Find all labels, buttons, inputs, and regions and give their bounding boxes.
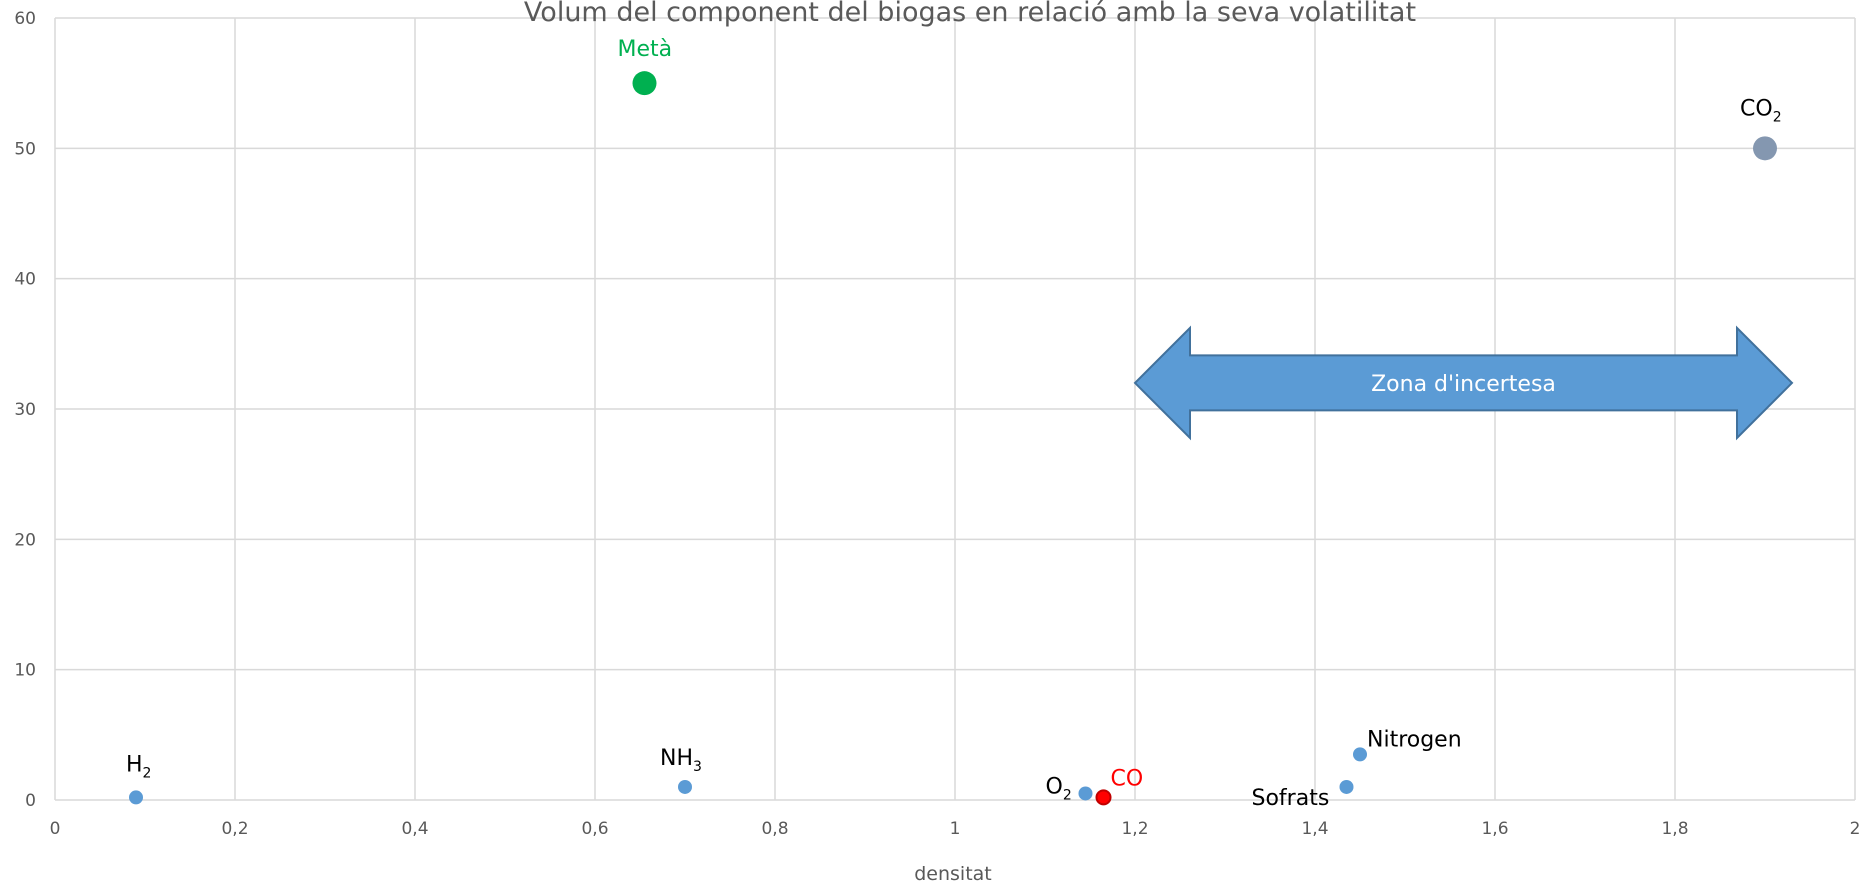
data-point <box>678 779 692 794</box>
x-tick-label: 1 <box>950 819 961 839</box>
y-tick-label: 30 <box>14 400 36 420</box>
y-tick-label: 0 <box>25 791 36 811</box>
y-tick-label: 60 <box>14 9 36 29</box>
x-tick-label: 0,6 <box>581 819 608 839</box>
data-point-label: Metà <box>618 37 673 62</box>
x-tick-label: 0,2 <box>221 819 248 839</box>
y-tick-label: 40 <box>14 270 36 290</box>
x-tick-label: 1,4 <box>1301 819 1328 839</box>
x-tick-label: 2 <box>1850 819 1861 839</box>
data-point-label: CO2 <box>1740 96 1782 125</box>
data-point <box>129 790 143 805</box>
data-point <box>1353 747 1367 762</box>
data-point <box>1339 779 1354 794</box>
data-point-label: NH3 <box>660 746 702 775</box>
data-point <box>1078 786 1093 801</box>
data-point <box>632 71 657 96</box>
uncertainty-arrow <box>1133 325 1794 441</box>
chart-title: Volum del component del biogas en relaci… <box>524 0 1416 28</box>
x-tick-label: 0,4 <box>401 819 428 839</box>
data-point-label: O2 <box>1046 774 1072 803</box>
data-point <box>1753 136 1777 161</box>
data-point-label: H2 <box>126 752 151 781</box>
data-points: H2 NH3 Metà O2 CO Sofrats Nitrogen CO2 <box>126 37 1782 811</box>
y-tick-label: 50 <box>14 139 36 159</box>
x-tick-label: 1,8 <box>1661 819 1688 839</box>
x-tick-label: 0 <box>50 819 61 839</box>
data-point <box>1095 789 1112 806</box>
x-tick-label: 1,6 <box>1481 819 1508 839</box>
uncertainty-arrow-label: Zona d'incertesa <box>1371 372 1556 397</box>
x-tick-label: 1,2 <box>1121 819 1148 839</box>
y-tick-label: 20 <box>14 530 36 550</box>
x-axis-label: densitat <box>914 863 992 885</box>
annotation: Zona d'incertesa <box>1133 325 1794 441</box>
data-point-label: CO <box>1111 766 1144 791</box>
x-tick-label: 0,8 <box>761 819 788 839</box>
data-point-label: Sofrats <box>1252 786 1330 811</box>
y-tick-label: 10 <box>14 661 36 681</box>
grid <box>54 17 1856 801</box>
data-point-label: Nitrogen <box>1367 727 1462 752</box>
